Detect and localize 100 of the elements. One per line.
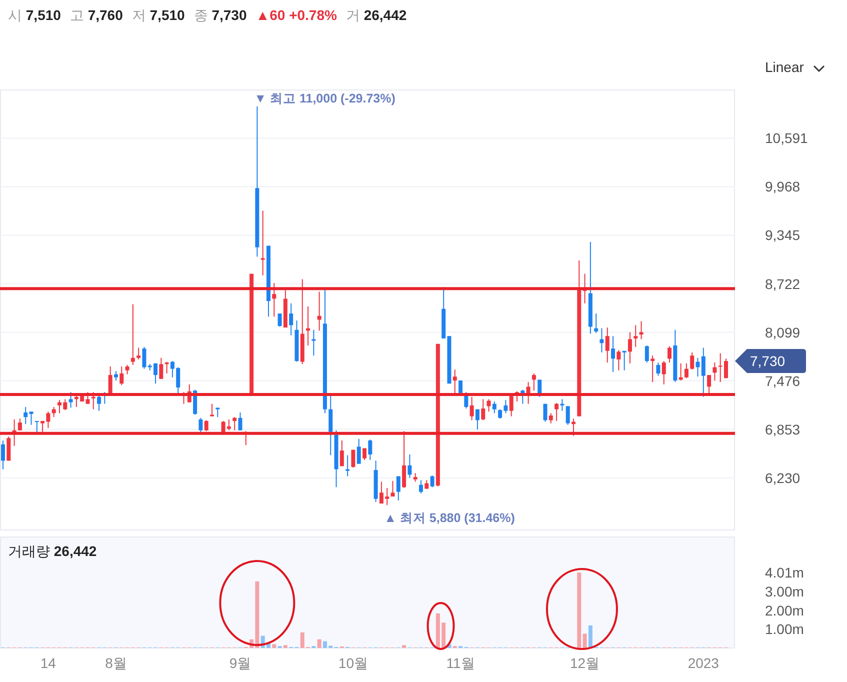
candlestick [548,412,553,424]
candlestick [712,362,717,381]
x-tick-label: 14 [40,655,56,671]
candlestick [543,403,548,422]
y-tick-label: 10,591 [765,130,808,146]
candlestick [707,374,712,394]
candlestick [52,406,56,418]
candlestick [605,327,610,364]
candlestick [368,439,372,460]
candlestick [97,394,102,412]
y-tick-label: 6,853 [765,421,800,438]
bar [588,625,592,648]
x-tick-label: 8월 [105,655,127,671]
annotation: ▼ 최고 11,000 (-29.73%) [254,91,396,106]
candlestick [616,350,621,371]
candlestick [204,420,208,432]
candlestick [622,350,626,371]
candlestick [312,329,316,356]
bar [402,645,406,648]
candlestick [1,440,5,470]
candlestick [6,436,11,462]
candlestick [690,352,694,370]
candlestick [418,480,423,494]
candlestick [662,360,666,385]
candlestick [68,392,73,408]
candlestick [164,361,169,374]
text: 종 7,730 [194,7,247,23]
candlestick [634,324,638,348]
text: Linear [765,59,804,75]
candlestick [120,366,124,386]
candlestick [356,438,361,464]
bar [272,644,276,648]
candlestick [114,370,118,381]
candlestick [566,406,570,426]
candlestick [600,328,604,353]
candlestick [34,420,39,432]
candlestick [464,392,468,410]
candlestick [210,403,214,417]
candlestick [238,412,242,431]
candlestick [628,332,632,364]
candlestick [130,304,135,366]
x-tick-label: 12월 [570,655,600,671]
annotation: ▲ 최저 5,880 (31.46%) [384,511,515,526]
candlestick [668,346,672,364]
y-tick-label: 8,099 [765,324,800,340]
candlestick [481,398,486,421]
candlestick [351,449,356,468]
candlestick [340,440,344,467]
candlestick [272,282,276,318]
text: 7,730 [750,353,786,370]
y-tick-label: 6,230 [765,470,800,486]
text: 시 7,510 [8,7,62,23]
candlestick [159,357,164,380]
candlestick [91,392,96,410]
candlestick [650,355,655,383]
candlestick [198,417,203,432]
candlestick [656,362,660,376]
candlestick [402,430,406,488]
candlestick [594,313,598,334]
candlestick [317,291,322,332]
candlestick [362,448,366,460]
bar [577,572,582,648]
bar [582,634,587,648]
candlestick [644,344,649,364]
candlestick [532,372,536,392]
candlestick [260,210,265,276]
candlestick [346,454,350,477]
candlestick [611,336,616,372]
y-tick-label: 3.00m [765,584,804,600]
bar [283,645,288,648]
candlestick [452,369,457,394]
x-tick-label: 11월 [446,655,475,671]
candlestick [430,474,434,488]
chart-title: 거래량 26,442 [8,543,97,559]
candlestick [232,416,237,431]
y-tick-label: 8,722 [765,276,800,292]
y-tick-label: 4.01m [765,564,804,581]
bar [317,639,322,648]
candlestick [18,418,22,431]
candlestick [390,480,395,498]
text: ▲60 +0.78% [256,7,338,23]
y-tick-label: 9,345 [765,227,800,244]
candlestick [492,401,496,414]
candlestick [470,396,474,421]
y-tick-label: 9,968 [765,178,800,195]
x-tick-label: 2023 [688,655,720,671]
candlestick [289,302,294,336]
y-tick-label: 7,476 [765,372,800,389]
candlestick [136,347,141,360]
candlestick [475,408,480,430]
candlestick [328,394,333,456]
candlestick [639,320,644,340]
candlestick [142,346,146,370]
candlestick [278,313,282,328]
candlestick [408,454,412,478]
y-tick-label: 2.00m [765,602,804,618]
candlestick [684,362,688,379]
candlestick [216,407,220,418]
candlestick [560,398,564,412]
y-tick-label: 1.00m [765,621,804,638]
